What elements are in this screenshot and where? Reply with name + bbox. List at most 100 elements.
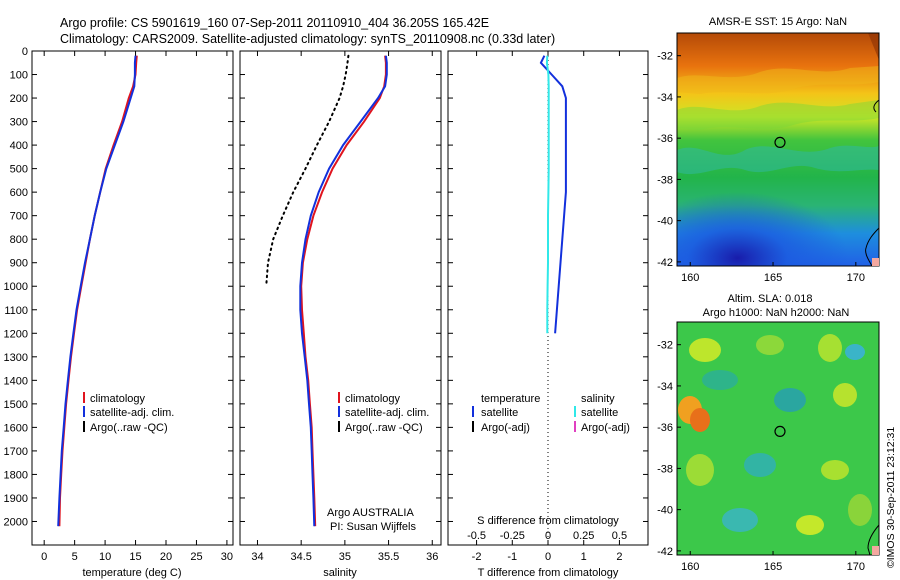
legend-satellite-label: satellite-adj. clim. (345, 407, 429, 419)
float-position-marker (774, 136, 786, 148)
sla-lon-axis: 160 165 170 (681, 551, 865, 573)
figure-title-line2: Climatology: CARS2009. Satellite-adjuste… (60, 32, 555, 46)
imos-timestamp: ©IMOS 30-Sep-2011 23:12:31 (885, 427, 897, 568)
salinity-series (265, 54, 388, 527)
sla-map-title-1: Altim. SLA: 0.018 (728, 293, 813, 305)
lat-tick-label: -32 (657, 51, 673, 63)
x-tick-label: 35 (339, 551, 351, 563)
legend-s-argo-label: Argo(-adj) (581, 422, 630, 434)
x2-tick-label: -0.5 (467, 530, 486, 542)
depth-tick-label: 400 (10, 140, 28, 152)
depth-tick-label: 800 (10, 234, 28, 246)
x-tick-label: 1 (581, 551, 587, 563)
temperature-panel: 0100200300400500600700800900100011001200… (4, 46, 234, 579)
legend-t-argo-label: Argo(-adj) (481, 422, 530, 434)
x-tick-label: 36 (426, 551, 438, 563)
legend-climatology-label: climatology (345, 393, 401, 405)
sst-map-frame (676, 32, 880, 267)
difference-x-axis: -2 -1 0 1 2 (472, 51, 622, 563)
x-tick-label: 10 (99, 551, 111, 563)
depth-tick-label: 1100 (4, 305, 28, 317)
coastline (865, 99, 880, 267)
sst-cold-pool (677, 150, 879, 266)
legend-salinity-title: salinity (581, 393, 615, 405)
lon-tick-label: 165 (764, 272, 782, 284)
t-difference-label: T difference from climatology (478, 567, 619, 579)
depth-tick-label: 500 (10, 164, 28, 176)
lat-tick-label: -34 (657, 381, 673, 393)
difference-panel: -2 -1 0 1 2 S difference from climatology -0… (447, 50, 649, 579)
depth-axis: 0 100 200 300 400 500 600 700 800 900 1000 1100 1200… (4, 46, 233, 528)
depth-tick-label: 100 (10, 70, 28, 82)
sst-lat-axis: -32 -34 -36 -38 -40 -42 (657, 51, 681, 269)
temperature-series (57, 55, 138, 527)
series-line-temperature-satellite (539, 55, 567, 334)
sst-map: AMSR-E SST: 15 Argo: NaN -32 -34 -36 -38 -40… (657, 16, 880, 284)
x-tick-label: 5 (72, 551, 78, 563)
lon-tick-label: 170 (847, 561, 865, 573)
x-tick-label: 25 (190, 551, 202, 563)
sla-anomaly-patches (678, 334, 872, 535)
legend-s-satellite-label: satellite (581, 407, 618, 419)
s-difference-label: S difference from climatology (477, 515, 619, 527)
series-line-satellite-adj-clim (299, 55, 388, 527)
salinity-axes-frame (239, 50, 442, 546)
land-patch (872, 546, 879, 555)
sst-warm-corner (868, 33, 879, 60)
x-tick-label: 34 (251, 551, 263, 563)
difference-y-ticks (448, 50, 648, 522)
salinity-y-ticks (240, 50, 441, 522)
x-tick-label: 35.5 (378, 551, 399, 563)
x-tick-label: 0 (545, 551, 551, 563)
salinity-xlabel: salinity (323, 567, 357, 579)
sla-map-title-2: Argo h1000: NaN h2000: NaN (703, 307, 850, 319)
sst-yellowgreen-band (677, 100, 879, 130)
x-tick-label: -2 (472, 551, 482, 563)
pi-label: PI: Susan Wijffels (330, 521, 416, 533)
difference-series (539, 55, 567, 334)
depth-tick-label: 1200 (4, 328, 28, 340)
depth-tick-label: 1900 (4, 493, 28, 505)
x-tick-label: 34.5 (290, 551, 311, 563)
lat-tick-label: -40 (657, 216, 673, 228)
salinity-panel: 34 34.5 35 35.5 36 salinity climatology sate… (239, 50, 442, 579)
depth-tick-label: 700 (10, 211, 28, 223)
x-tick-label: 2 (616, 551, 622, 563)
x-tick-label: 15 (129, 551, 141, 563)
legend-argo-label: Argo(..raw -QC) (345, 422, 423, 434)
lat-tick-label: -40 (657, 505, 673, 517)
series-line-argo-raw-qc (265, 54, 350, 288)
depth-tick-label: 300 (10, 117, 28, 129)
sst-lon-axis: 160 165 170 (681, 262, 865, 284)
lon-tick-label: 170 (847, 272, 865, 284)
x2-tick-label: 0 (545, 530, 551, 542)
temperature-axes-frame (31, 50, 234, 546)
depth-tick-label: 1400 (4, 375, 28, 387)
lat-tick-label: -42 (657, 257, 673, 269)
lat-tick-label: -34 (657, 92, 673, 104)
lat-tick-label: -38 (657, 174, 673, 186)
depth-tick-label: 1500 (4, 399, 28, 411)
lat-tick-label: -36 (657, 422, 673, 434)
figure-title-line1: Argo profile: CS 5901619_160 07-Sep-2011… (60, 16, 489, 30)
depth-tick-label: 1300 (4, 352, 28, 364)
series-line-climatology (58, 55, 138, 527)
x-tick-label: 30 (221, 551, 233, 563)
depth-tick-label: 0 (22, 46, 28, 58)
lat-tick-label: -32 (657, 340, 673, 352)
land-patch (872, 258, 879, 266)
legend-satellite-label: satellite-adj. clim. (90, 407, 174, 419)
lat-tick-label: -36 (657, 133, 673, 145)
lon-tick-label: 160 (681, 561, 699, 573)
coastline (867, 524, 880, 556)
x2-tick-label: 0.25 (573, 530, 594, 542)
salinity-difference-axis: -0.5 -0.25 0 0.25 0.5 (467, 530, 627, 542)
depth-tick-label: 1700 (4, 446, 28, 458)
depth-tick-label: 900 (10, 258, 28, 270)
series-line-climatology (300, 55, 387, 527)
lat-tick-label: -42 (657, 546, 673, 558)
sla-lat-axis: -32 -34 -36 -38 -40 -42 (657, 340, 681, 558)
x-tick-label: 20 (160, 551, 172, 563)
legend-temperature-title: temperature (481, 393, 540, 405)
